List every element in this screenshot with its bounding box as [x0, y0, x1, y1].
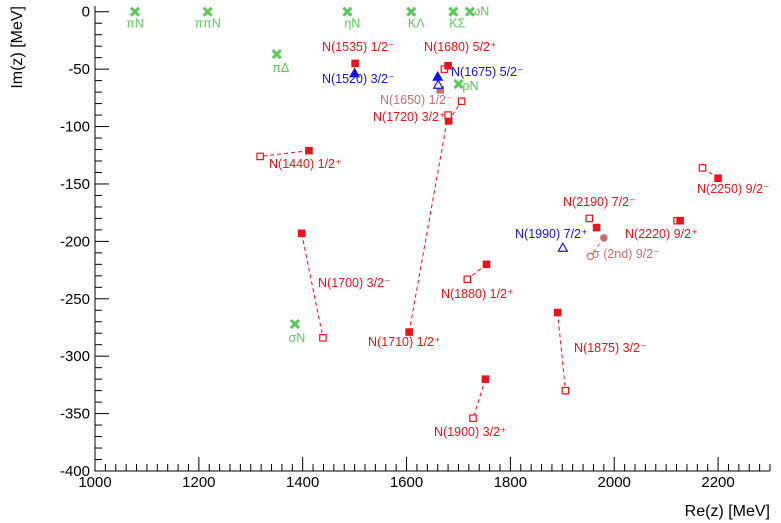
pole-marker-open: [457, 97, 466, 106]
pole-marker-open: [319, 334, 327, 342]
threshold-label: ρN: [462, 79, 478, 93]
pole-marker-open: [444, 111, 452, 119]
y-axis-title: Im(z) [MeV]: [9, 6, 26, 89]
pole-marker-open: [698, 164, 707, 172]
pole-marker-filled: [600, 234, 608, 242]
x-tick-label: 2000: [598, 474, 631, 491]
y-tick-label: -100: [60, 119, 90, 136]
pole-marker-filled: [432, 70, 444, 81]
threshold-markers: πN ππN πΔ ηN KΛ KΣ ωN ρN σN: [126, 5, 489, 345]
threshold-marker: [464, 6, 475, 17]
axes: 1000 1200 1400 1600 1800 2000 2200 0 -50 -100 -150…: [60, 4, 771, 491]
threshold-label: πΔ: [272, 61, 289, 75]
pole-marker-filled: [482, 260, 491, 269]
threshold-marker: [448, 6, 459, 17]
threshold-marker: [289, 318, 300, 330]
threshold-marker: [129, 6, 141, 17]
resonance-label: N(1650) 1/2⁻: [380, 93, 453, 107]
y-tick-label: -150: [60, 176, 90, 193]
threshold-label: KΣ: [449, 17, 465, 31]
resonance-label: N(1680) 5/2⁺: [424, 40, 497, 54]
threshold-marker: [406, 6, 417, 17]
pole-marker-open: [432, 78, 444, 89]
resonance-label: N(1440) 1/2⁺: [269, 157, 342, 171]
y-tick-label: -250: [60, 291, 90, 308]
pole-marker-filled: [351, 59, 359, 68]
resonance-connectors: [260, 65, 719, 419]
resonance-label: N(1900) 3/2⁺: [434, 425, 507, 439]
x-tick-label: 1400: [286, 474, 319, 491]
resonance-label: N(1520) 3/2⁻: [322, 72, 395, 86]
pole-marker-filled: [305, 146, 313, 155]
resonance-labels: N(1440) 1/2⁺ N(1535) 1/2⁻ N(1520) 3/2⁻ N(16…: [269, 40, 770, 439]
threshold-label: ππN: [195, 17, 221, 31]
pole-marker-open: [561, 386, 570, 395]
threshold-marker: [453, 79, 464, 90]
threshold-marker: [202, 6, 213, 17]
x-tick-label: 2200: [701, 474, 734, 491]
pole-marker-open: [585, 214, 594, 223]
pole-marker-filled: [714, 174, 722, 183]
resonance-label: N(1880) 1/2⁺: [441, 287, 514, 301]
threshold-marker: [271, 49, 282, 60]
resonance-label: N(1535) 1/2⁻: [322, 40, 395, 54]
x-tick-label: 1800: [494, 474, 527, 491]
resonance-label: N(2220) 9/2⁺: [625, 227, 698, 241]
pole-marker-open: [256, 152, 264, 161]
resonance-label: N(1720) 3/2⁺: [373, 110, 446, 124]
threshold-label: KΛ: [408, 17, 425, 31]
resonance-label: N(1710) 1/2⁺: [368, 335, 441, 349]
resonance-label: N(2250) 9/2⁻: [697, 182, 770, 196]
connector-line: [408, 114, 449, 333]
threshold-label: ωN: [470, 5, 489, 19]
resonance-label: N(2190) 7/2⁻: [563, 195, 636, 209]
pole-markers: [256, 59, 722, 422]
y-tick-label: -200: [60, 233, 90, 250]
pole-marker-filled: [481, 375, 490, 383]
pole-marker-open: [586, 252, 595, 261]
connector-line: [301, 233, 324, 338]
y-tick-label: -350: [60, 406, 90, 423]
resonance-label: N(1675) 5/2⁻: [451, 65, 524, 79]
pole-marker-open: [463, 275, 472, 284]
x-tick-label: 1600: [390, 474, 423, 491]
resonance-label: N(1875) 3/2⁻: [574, 341, 647, 355]
connector-line: [260, 150, 309, 157]
y-tick-label: 0: [82, 4, 90, 21]
pole-marker-filled: [297, 229, 306, 238]
pole-marker-filled: [444, 61, 452, 70]
pole-marker-open: [469, 414, 477, 422]
resonance-label: σ (2nd) 9/2⁻: [592, 247, 660, 261]
y-tick-label: -400: [60, 463, 90, 480]
connector-line: [557, 312, 566, 391]
pole-marker-filled: [405, 328, 413, 336]
y-tick-label: -50: [68, 61, 90, 78]
pole-marker-open: [557, 242, 569, 252]
threshold-marker: [342, 6, 353, 17]
resonance-label: N(1990) 7/2⁺: [515, 227, 588, 241]
x-tick-label: 1200: [182, 474, 215, 491]
pole-marker-filled: [676, 216, 684, 225]
resonance-label: N(1700) 3/2⁻: [318, 276, 391, 290]
pole-marker-filled: [349, 67, 361, 78]
pole-marker-filled: [553, 308, 562, 317]
pole-marker-filled: [592, 223, 601, 232]
threshold-label: πN: [126, 17, 144, 31]
x-axis-title: Re(z) [MeV]: [685, 503, 770, 520]
y-tick-label: -300: [60, 348, 90, 365]
connector-line: [472, 378, 486, 419]
x-tick-label: 1000: [78, 474, 111, 491]
threshold-label: ηN: [344, 17, 360, 31]
threshold-label: σN: [289, 331, 306, 345]
